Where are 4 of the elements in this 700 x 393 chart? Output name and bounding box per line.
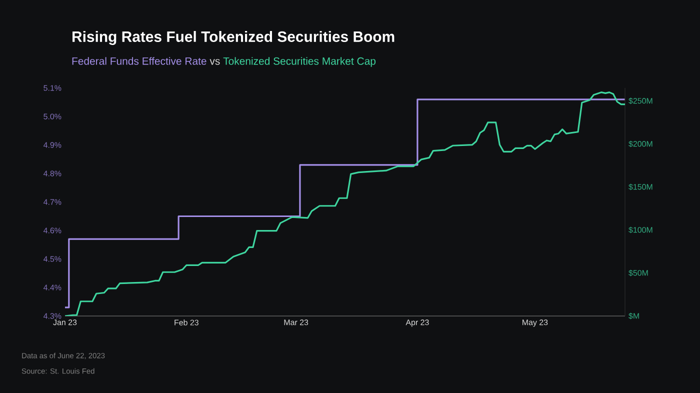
text: Tokenized Securities Market Cap (223, 57, 376, 67)
text: Federal Funds Effective Rate (72, 57, 206, 65)
chart-title: Rising Rates Fuel Tokenized Securities Boom (72, 31, 394, 45)
chart-subtitle: vs (210, 59, 220, 65)
